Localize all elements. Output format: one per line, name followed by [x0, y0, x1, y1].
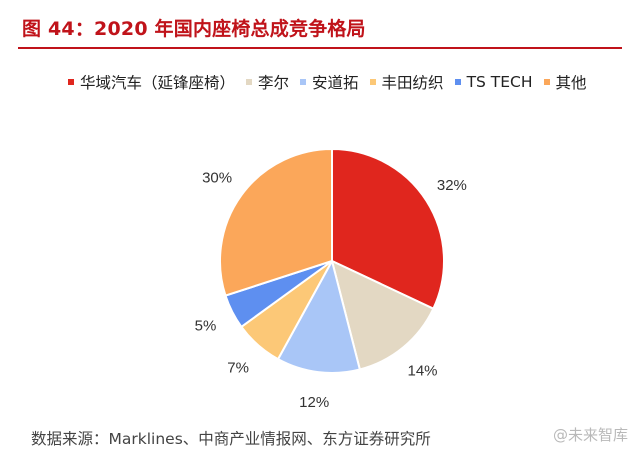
legend-swatch: [369, 79, 376, 85]
slice-data-label: 5%: [195, 318, 217, 335]
legend-label: 华域汽车（延锋座椅）: [80, 74, 236, 92]
pie-slice: [331, 147, 445, 311]
slice-data-label: 32%: [437, 177, 467, 194]
legend-swatch: [454, 79, 461, 85]
legend-item: TS TECH: [454, 73, 533, 91]
legend-label: 其他: [555, 74, 587, 92]
legend-swatch: [246, 79, 253, 85]
chart-title: 图 44：2020 年国内座椅总成竞争格局: [22, 18, 366, 40]
slice-data-label: 30%: [202, 170, 232, 187]
slice-data-label: 12%: [299, 394, 329, 411]
legend-item: 安道拓: [300, 71, 359, 93]
legend-swatch: [68, 79, 74, 85]
pie-slice: [218, 147, 333, 297]
legend-item: 李尔: [246, 71, 289, 93]
watermark: @未来智库: [552, 426, 628, 444]
legend-item: 丰田纺织: [369, 71, 444, 93]
legend-swatch: [300, 79, 307, 85]
legend-label: 丰田纺织: [381, 74, 444, 92]
pie-slice: [330, 259, 435, 371]
legend-item: 华域汽车（延锋座椅）: [68, 71, 235, 93]
legend-label: 安道拓: [312, 74, 359, 92]
legend-swatch: [543, 79, 550, 85]
legend-label: TS TECH: [466, 73, 533, 91]
title-underline: [18, 47, 622, 49]
slice-data-label: 14%: [407, 362, 437, 379]
pie-slice: [276, 258, 362, 374]
legend-label: 李尔: [258, 74, 290, 92]
chart-legend: 华域汽车（延锋座椅） 李尔 安道拓 丰田纺织 TS TECH 其他: [68, 71, 587, 93]
legend-item: 其他: [543, 71, 587, 93]
source-note: 数据来源：Marklines、中商产业情报网、东方证券研究所: [31, 430, 431, 448]
slice-data-label: 7%: [227, 360, 249, 377]
